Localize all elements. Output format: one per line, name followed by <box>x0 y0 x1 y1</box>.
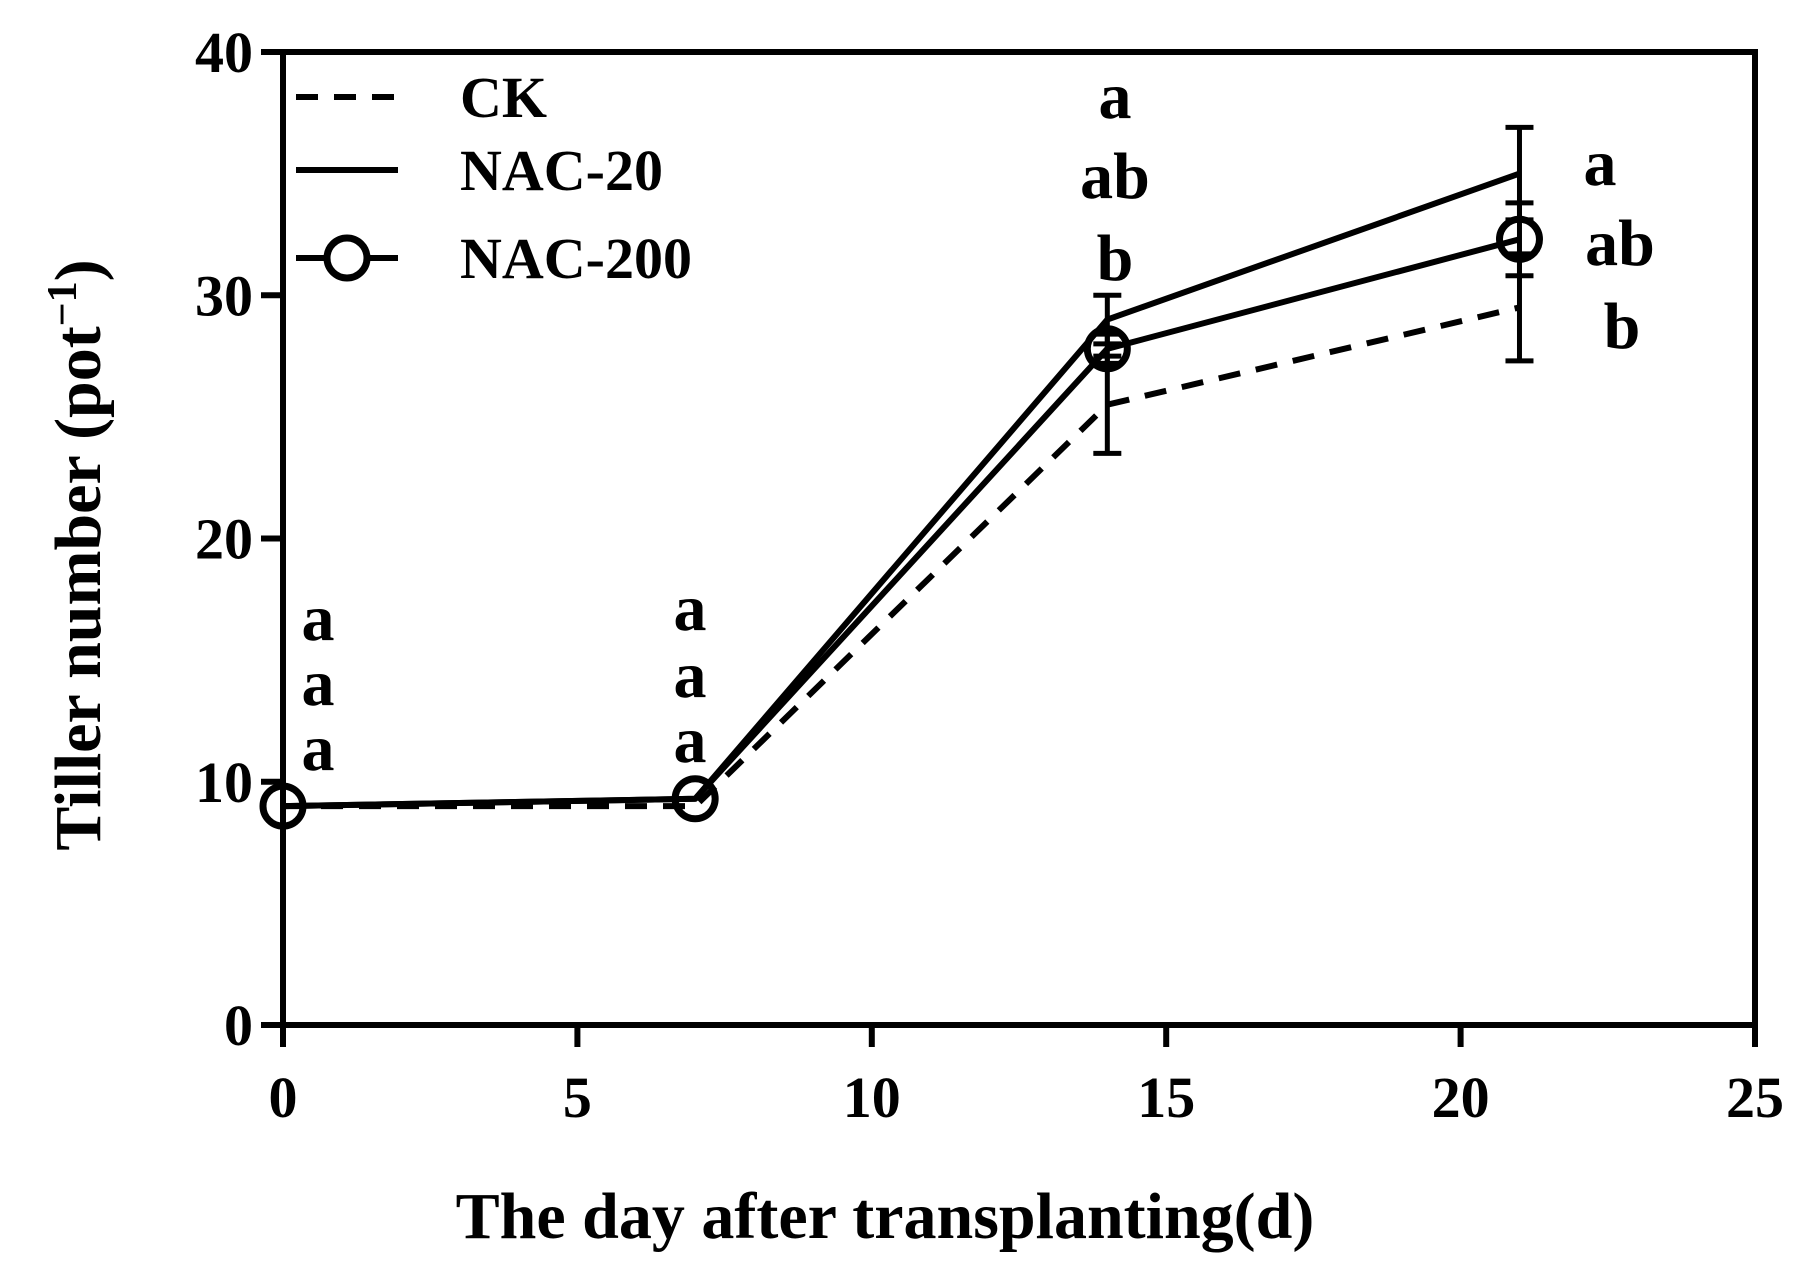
y-axis-label-main: Tiller number (pot <box>42 326 115 850</box>
legend-marker <box>323 234 371 282</box>
axes: 0 5 10 15 20 25 0 10 20 30 40 <box>195 20 1784 1130</box>
x-tick-label: 15 <box>1137 1065 1195 1130</box>
legend-label: NAC-20 <box>460 138 663 203</box>
significance-letter: a <box>1099 60 1132 133</box>
series-line-nac-200 <box>282 236 1521 810</box>
data-point-marker <box>1495 215 1543 263</box>
significance-letter: a <box>1584 127 1617 200</box>
x-tick-label: 5 <box>563 1065 592 1130</box>
data-point-marker <box>1083 325 1131 373</box>
significance-letter: a <box>674 572 707 645</box>
significance-letter: ab <box>1585 207 1655 280</box>
significance-letter: a <box>674 639 707 712</box>
y-axis-label-close: ) <box>42 259 115 281</box>
legend-label: NAC-200 <box>460 226 692 291</box>
y-axis-label: Tiller number (pot−1) <box>40 259 115 850</box>
y-tick-label: 40 <box>195 20 253 85</box>
significance-letter: ab <box>1080 140 1150 213</box>
y-tick-label: 0 <box>224 993 253 1058</box>
series-line-ck <box>283 304 1521 810</box>
x-axis-label: The day after transplanting(d) <box>456 1180 1315 1253</box>
significance-letter: a <box>302 712 335 785</box>
x-tick-label: 25 <box>1726 1065 1784 1130</box>
significance-letter: b <box>1097 222 1134 295</box>
y-axis-label-sup: −1 <box>40 281 86 326</box>
significance-letter: a <box>302 647 335 720</box>
x-tick-label: 0 <box>269 1065 298 1130</box>
legend: CK NAC-20 NAC-200 <box>296 65 692 291</box>
x-tick-label: 10 <box>843 1065 901 1130</box>
data-point-marker <box>259 782 307 830</box>
legend-label: CK <box>460 65 547 130</box>
x-tick-label: 20 <box>1432 1065 1490 1130</box>
y-tick-label: 30 <box>195 263 253 328</box>
significance-letter: b <box>1604 290 1641 363</box>
series <box>259 124 1543 830</box>
significance-letter: a <box>674 704 707 777</box>
data-point-marker <box>671 775 719 823</box>
significance-letter: a <box>302 582 335 655</box>
y-tick-label: 20 <box>195 507 253 572</box>
y-tick-label: 10 <box>195 750 253 815</box>
